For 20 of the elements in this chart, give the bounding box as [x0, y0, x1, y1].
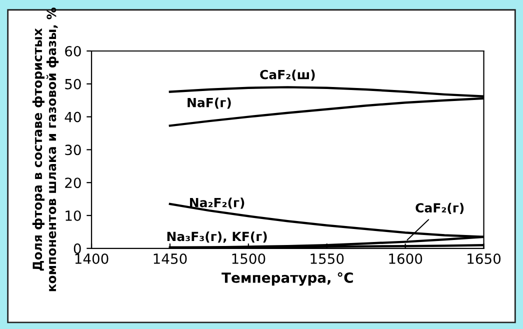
x-tick-label: 1600: [389, 254, 422, 264]
series-label: NaF(г): [188, 98, 231, 109]
y-tick-label: 60: [65, 46, 81, 56]
x-axis-title: Температура, °C: [222, 272, 353, 286]
series-label: CaF₂(г): [416, 202, 464, 214]
y-axis-title: Доля фтора в составе фтористых компонентов шлака и газовой фазы, %: [32, 8, 59, 292]
y-tick-label: 20: [65, 178, 81, 188]
y-tick-label: 0: [74, 243, 81, 254]
series-label: Na₂F₂(г): [190, 198, 244, 209]
y-tick-label: 10: [66, 210, 81, 221]
x-tick-label: 1500: [232, 254, 266, 264]
x-tick-label: 1650: [468, 254, 501, 264]
x-tick-label: 1450: [154, 254, 187, 264]
series-label: Na₃F₃(г), KF(г): [167, 232, 267, 243]
x-tick-label: 1400: [75, 254, 108, 264]
y-tick-label: 50: [65, 78, 81, 90]
x-tick-label: 1550: [310, 254, 344, 264]
y-tick-label: 40: [64, 112, 81, 122]
series-label: CaF₂(ш): [260, 70, 315, 81]
y-tick-label: 30: [65, 144, 81, 156]
